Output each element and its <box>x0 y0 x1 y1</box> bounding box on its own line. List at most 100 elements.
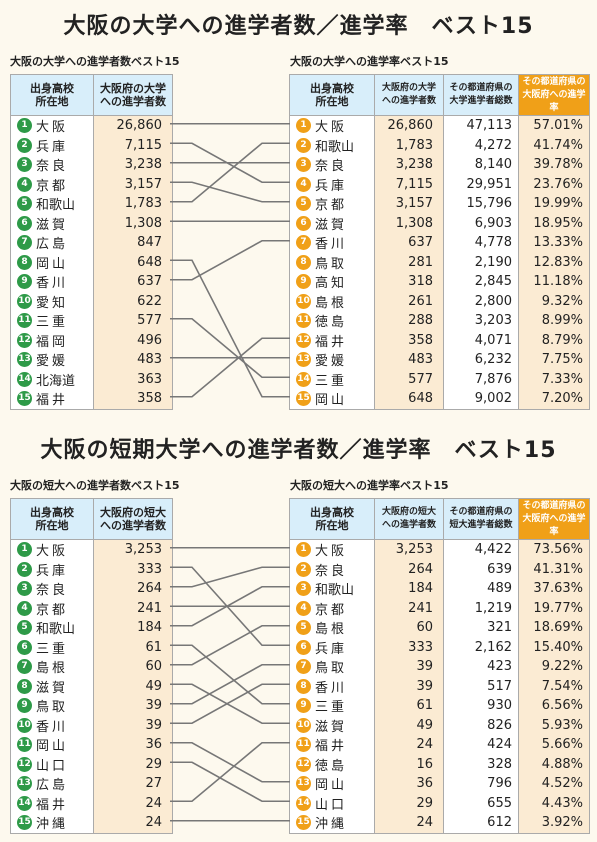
enrollment-value: 281 <box>374 252 444 272</box>
column-header: 出身高校 所在地 <box>289 74 375 116</box>
table-row: 2 兵庫 333 <box>10 559 173 579</box>
prefecture-cell: 12 福岡 <box>10 330 94 350</box>
rank-badge: 12 <box>17 756 32 772</box>
prefecture-cell: 10 香川 <box>10 715 94 735</box>
prefecture-name: 三重 <box>36 641 69 657</box>
rank-badge: 7 <box>296 235 311 251</box>
rank-connector-line <box>170 566 290 588</box>
rate-value: 4.43% <box>518 793 590 813</box>
table-row: 8 滋賀 49 <box>10 676 173 696</box>
enrollment-value: 264 <box>93 579 173 599</box>
rank-badge: 13 <box>296 776 311 792</box>
enrollment-value: 483 <box>93 350 173 370</box>
header-line: 大阪府の短大 <box>100 506 166 519</box>
rank-badge: 3 <box>17 157 32 173</box>
table-row: 14 福井 24 <box>10 793 173 813</box>
table-row: 15 沖縄 24 612 3.92% <box>289 813 590 834</box>
prefecture-name: 香川 <box>36 719 69 735</box>
prefecture-cell: 3 奈良 <box>10 155 94 175</box>
rank-badge: 9 <box>17 274 32 290</box>
prefecture-name: 三重 <box>36 315 69 331</box>
column-header: 大阪府の大学 への進学者数 <box>93 74 173 116</box>
header-line: 所在地 <box>315 95 349 108</box>
rank-badge: 14 <box>296 371 311 387</box>
enrollment-value: 39 <box>93 696 173 716</box>
rate-value: 19.99% <box>518 194 590 214</box>
enrollment-value: 318 <box>374 272 444 292</box>
table-row: 12 山口 29 <box>10 754 173 774</box>
rank-connector-line <box>170 181 290 203</box>
rate-value: 11.18% <box>518 272 590 292</box>
header-row: 出身高校 所在地 大阪府の大学 への進学者数 その都道府県の 大学進学者総数 その都道府県の… <box>289 74 590 116</box>
prefecture-name: 香川 <box>315 237 348 253</box>
enrollment-value: 36 <box>93 735 173 755</box>
section-title: 大阪の大学への進学者数／進学率 ベスト15 <box>63 14 534 39</box>
total-value: 2,800 <box>443 291 519 311</box>
rate-value: 5.93% <box>518 715 590 735</box>
prefecture-name: 山口 <box>315 797 348 813</box>
total-value: 8,140 <box>443 155 519 175</box>
rank-connector-line <box>170 663 290 705</box>
rate-value: 41.31% <box>518 559 590 579</box>
enrollment-value: 7,115 <box>374 174 444 194</box>
prefecture-name: 大阪 <box>315 544 348 560</box>
enrollment-value: 648 <box>93 252 173 272</box>
header-line: 大阪府の大学 <box>381 83 436 93</box>
rank-badge: 11 <box>296 737 311 753</box>
rank-connector-line <box>170 683 290 725</box>
prefecture-cell: 14 北海道 <box>10 369 94 389</box>
enrollment-value: 29 <box>93 754 173 774</box>
right-ranking-table: 出身高校 所在地 大阪府の短大 への進学者数 その都道府県の 短大進学者総数 その都道府県の… <box>289 498 590 834</box>
total-value: 47,113 <box>443 115 519 136</box>
rank-badge: 4 <box>17 600 32 616</box>
rate-value: 7.33% <box>518 369 590 389</box>
table-row: 15 福井 358 <box>10 389 173 410</box>
total-value: 4,422 <box>443 539 519 560</box>
enrollment-value: 358 <box>374 330 444 350</box>
prefecture-cell: 7 島根 <box>10 657 94 677</box>
prefecture-cell: 13 岡山 <box>289 774 375 794</box>
enrollment-value: 49 <box>93 676 173 696</box>
prefecture-cell: 9 香川 <box>10 272 94 292</box>
column-header: 大阪府の短大 への進学者数 <box>93 498 173 540</box>
prefecture-name: 滋賀 <box>36 217 69 233</box>
rank-connector-line <box>170 741 290 803</box>
total-value: 655 <box>443 793 519 813</box>
left-ranking-table: 出身高校 所在地 大阪府の短大 への進学者数 1 大阪 3,253 2 兵庫 333 3 奈良 264 4… <box>10 498 173 834</box>
prefecture-name: 兵庫 <box>315 178 348 194</box>
rank-badge: 7 <box>17 235 32 251</box>
prefecture-cell: 11 岡山 <box>10 735 94 755</box>
header-line: 短大進学者総数 <box>449 520 513 530</box>
table-row: 13 愛媛 483 <box>10 350 173 370</box>
enrollment-value: 847 <box>93 233 173 253</box>
prefecture-name: 高知 <box>315 276 348 292</box>
table-row: 15 沖縄 24 <box>10 813 173 834</box>
rank-badge: 1 <box>296 118 311 134</box>
enrollment-value: 261 <box>374 291 444 311</box>
prefecture-cell: 15 沖縄 <box>289 813 375 834</box>
enrollment-value: 1,783 <box>374 135 444 155</box>
enrollment-value: 3,238 <box>374 155 444 175</box>
rank-badge: 1 <box>296 542 311 558</box>
table-row: 3 奈良 3,238 <box>10 155 173 175</box>
prefecture-name: 三重 <box>315 373 348 389</box>
rank-connector-line <box>170 259 290 398</box>
prefecture-cell: 1 大阪 <box>289 539 375 560</box>
enrollment-value: 637 <box>374 233 444 253</box>
prefecture-name: 三重 <box>315 700 348 716</box>
table-row: 5 京都 3,157 15,796 19.99% <box>289 194 590 214</box>
enrollment-value: 577 <box>93 311 173 331</box>
prefecture-cell: 12 福井 <box>289 330 375 350</box>
rate-value: 15.40% <box>518 637 590 657</box>
ranking-section: 大阪の短期大学への進学者数／進学率 ベスト15 大阪の短大への進学者数ベスト15 大… <box>0 432 597 842</box>
enrollment-value: 333 <box>374 637 444 657</box>
table-row: 9 三重 61 930 6.56% <box>289 696 590 716</box>
rate-value: 8.99% <box>518 311 590 331</box>
rank-badge: 8 <box>296 254 311 270</box>
prefecture-cell: 3 奈良 <box>289 155 375 175</box>
prefecture-cell: 7 鳥取 <box>289 657 375 677</box>
table-row: 11 徳島 288 3,203 8.99% <box>289 311 590 331</box>
section-title: 大阪の短期大学への進学者数／進学率 ベスト15 <box>40 438 557 463</box>
prefecture-name: 鳥取 <box>315 661 348 677</box>
enrollment-value: 184 <box>93 618 173 638</box>
